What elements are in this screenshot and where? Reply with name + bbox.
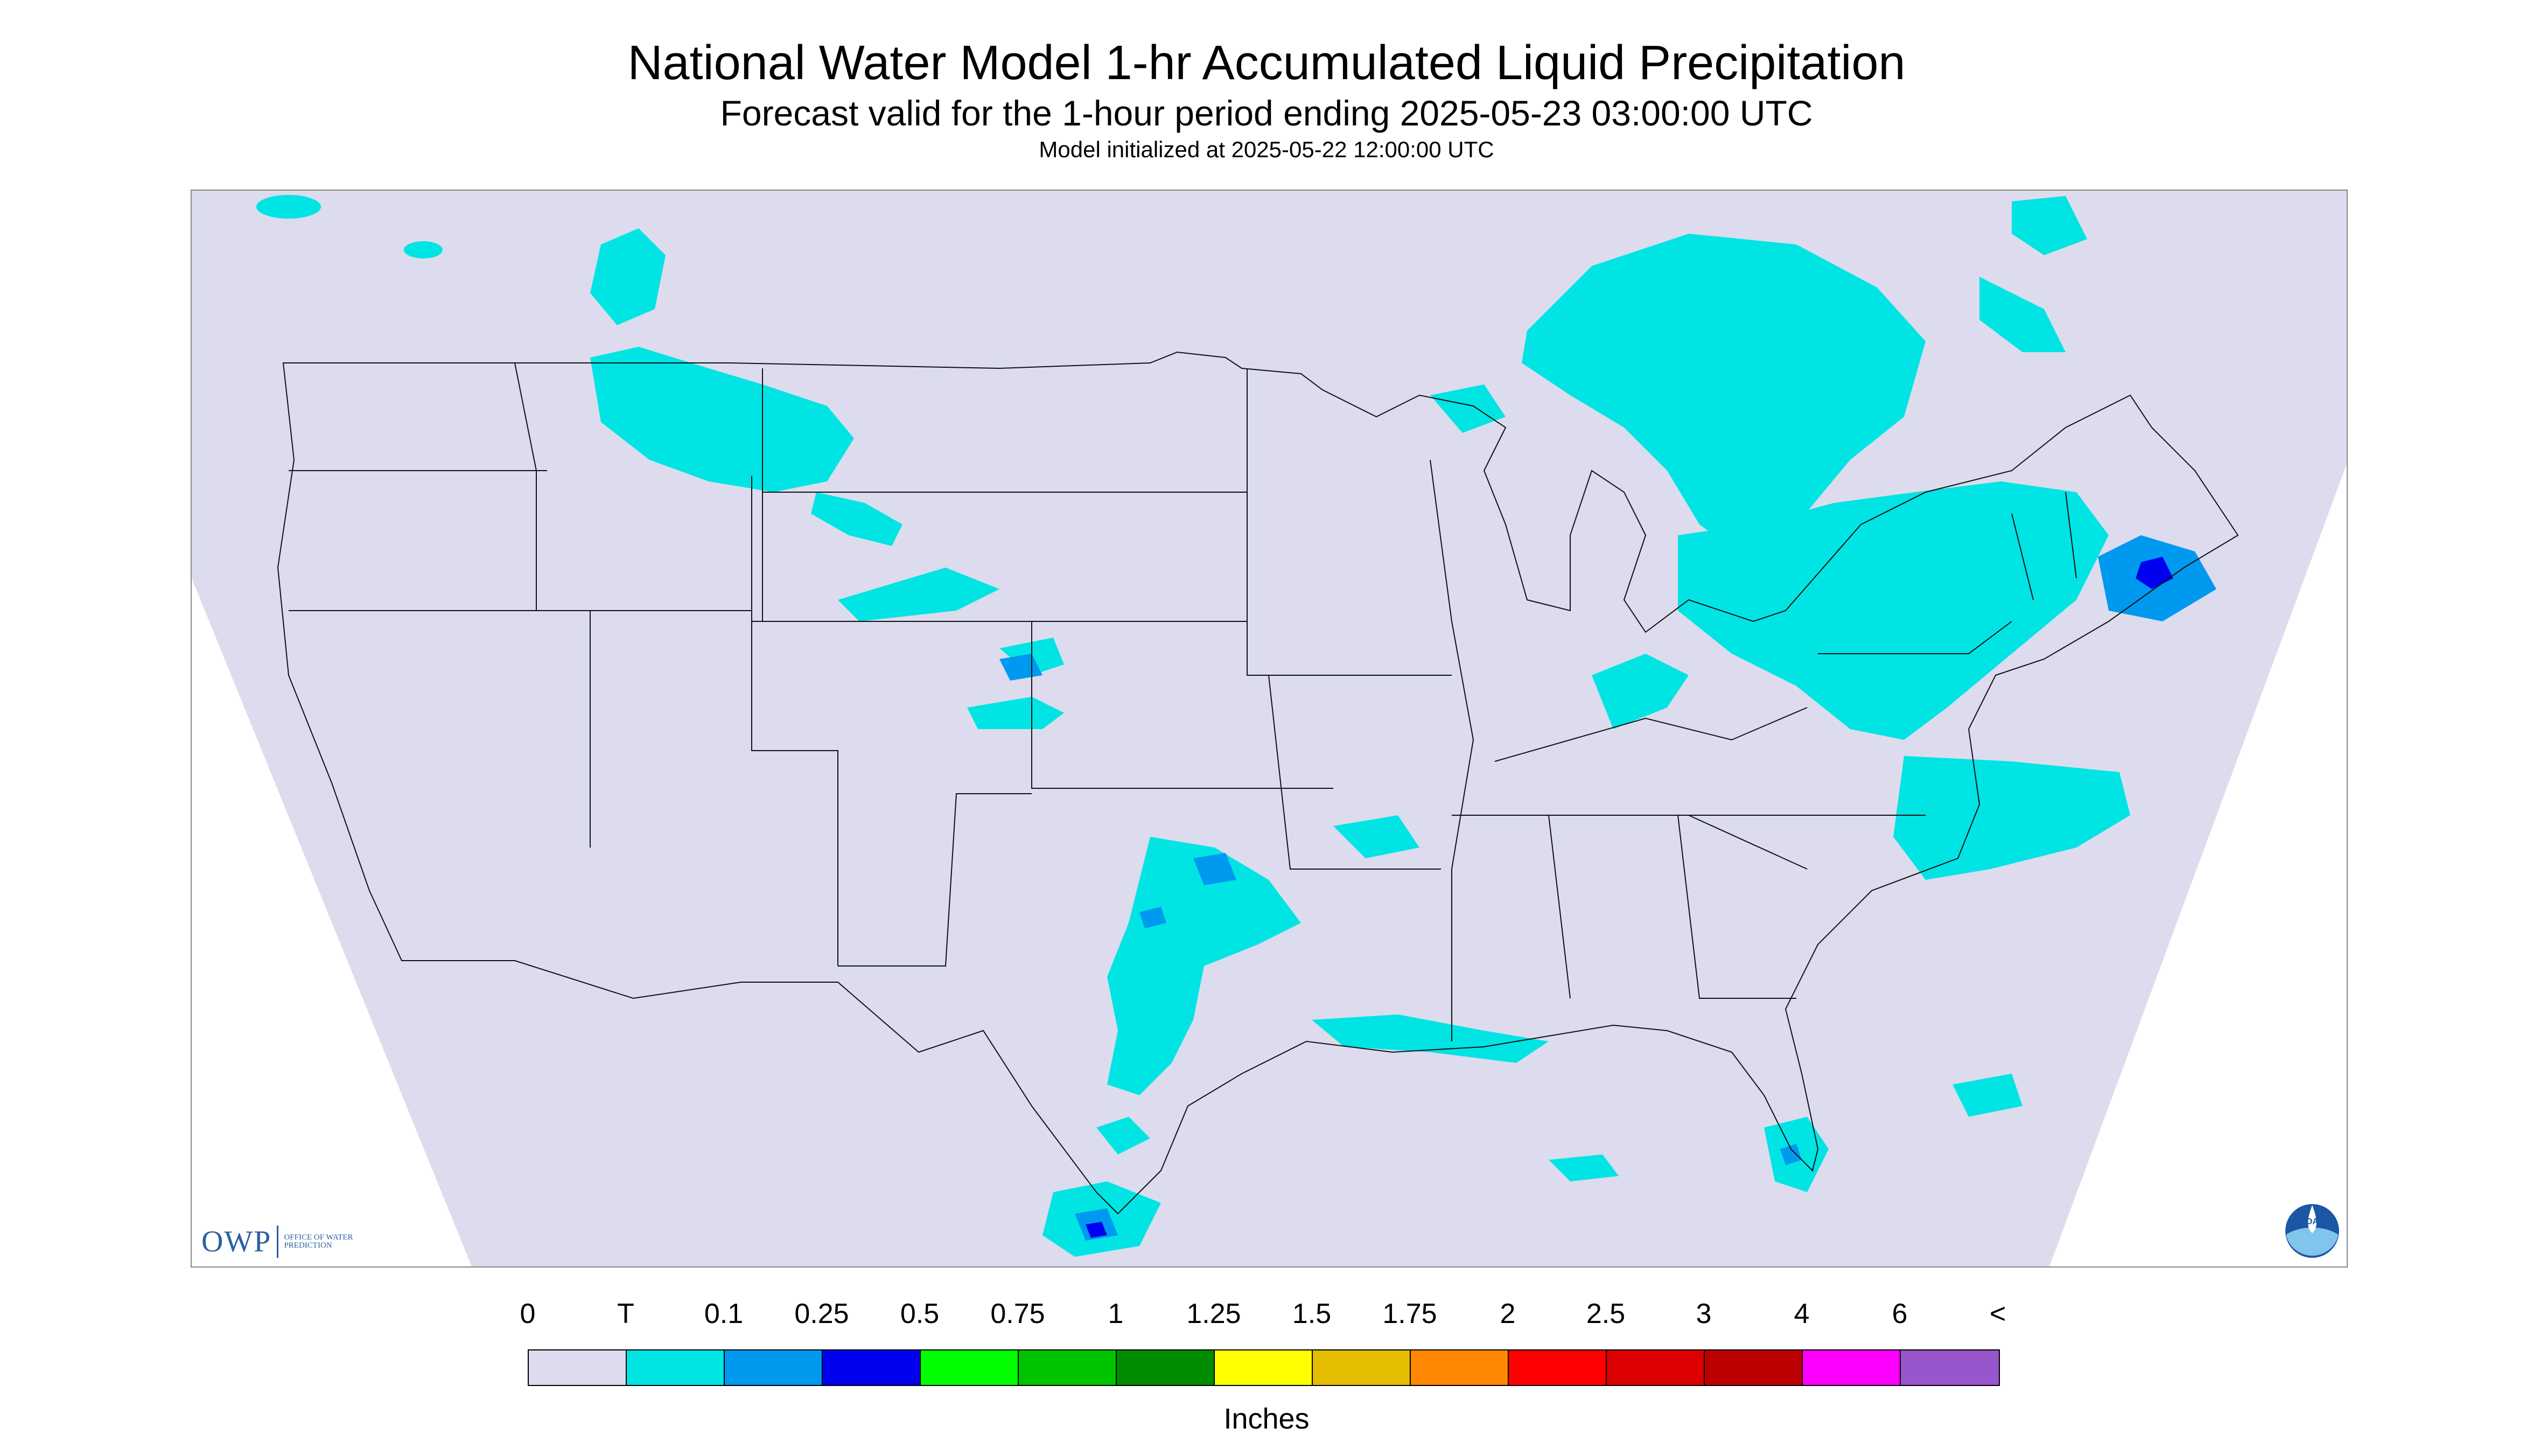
map-canvas (192, 191, 2347, 1266)
border-alabama-georgia (1548, 815, 1796, 999)
precip-area-wisconsin (1430, 384, 1506, 433)
border-pa-ny (1818, 621, 2012, 654)
legend-swatch-7 (1215, 1350, 1313, 1385)
owp-logo: OWP OFFICE OF WATER PREDICTION (201, 1224, 354, 1259)
precipitation-map: OWP OFFICE OF WATER PREDICTION NOAA (191, 190, 2348, 1268)
map-subtitle: Forecast valid for the 1-hour period end… (720, 93, 1813, 133)
legend-tick-label-3: 0.25 (794, 1298, 849, 1329)
precip-area-southern-new-england-0.25 (2136, 557, 2173, 589)
precip-area-gulf-of-mexico (1549, 1154, 1619, 1181)
legend-swatch-14 (1901, 1350, 1999, 1385)
precip-area-great-lakes (1522, 234, 1926, 557)
legend-swatch-4 (921, 1350, 1019, 1385)
precip-area-mexico-north (1096, 1117, 1150, 1154)
precip-area-montana-plains (811, 492, 902, 546)
precip-area-indiana-ohio (1592, 654, 1689, 729)
border-utah-colorado (751, 476, 838, 966)
legend-tick-label-10: 2 (1500, 1298, 1516, 1329)
precip-area-gulf-coast (1312, 1014, 1549, 1063)
map-title: National Water Model 1-hr Accumulated Li… (627, 36, 1906, 90)
precip-area-texas-0.1 (1193, 853, 1236, 885)
owp-logo-letters: OWP (201, 1225, 272, 1258)
legend-tick-label-1: T (617, 1298, 634, 1329)
legend-tick-label-9: 1.75 (1382, 1298, 1437, 1329)
precip-0.25-areas (1086, 557, 2173, 1238)
precip-area-mid-atlantic-offshore (1893, 756, 2130, 880)
legend-swatch-13 (1803, 1350, 1901, 1385)
precip-area-northeast (1678, 481, 2109, 740)
legend-swatch-8 (1313, 1350, 1411, 1385)
border-dakotas (762, 368, 1247, 621)
precip-area-alberta (590, 228, 666, 325)
legend-swatch-10 (1509, 1350, 1607, 1385)
legend-tick-label-13: 4 (1794, 1298, 1810, 1329)
owp-logo-subtext: OFFICE OF WATER PREDICTION (284, 1233, 353, 1250)
precip-area-texas-oklahoma (1107, 837, 1301, 1095)
noaa-logo-text: NOAA (2300, 1217, 2325, 1227)
model-init-line: Model initialized at 2025-05-22 12:00:00… (1039, 137, 1494, 162)
precip-area-ontario-east (1979, 277, 2066, 352)
precip-area-arkansas (1333, 815, 1419, 858)
precip-area-quebec (2012, 196, 2087, 255)
precip-area-bc-north (256, 195, 321, 219)
border-idaho-montana (514, 362, 537, 611)
legend-tick-label-5: 0.75 (990, 1298, 1045, 1329)
legend-tick-label-11: 2.5 (1586, 1298, 1626, 1329)
legend-tick-label-8: 1.5 (1292, 1298, 1332, 1329)
legend-tick-label-14: 6 (1892, 1298, 1908, 1329)
precip-area-kansas (967, 697, 1064, 729)
legend-swatch-0 (529, 1350, 627, 1385)
legend-swatch-3 (823, 1350, 921, 1385)
legend-swatch-1 (627, 1350, 725, 1385)
owp-logo-divider (277, 1226, 279, 1258)
legend-tick-label-12: 3 (1696, 1298, 1712, 1329)
legend-tick-label-4: 0.5 (900, 1298, 940, 1329)
border-carolinas (1688, 815, 1926, 870)
legend-swatch-11 (1607, 1350, 1705, 1385)
state-boundaries (277, 351, 2239, 1215)
precip-area-texas-panhandle-0.1 (1139, 907, 1166, 928)
precip-trace-areas (256, 195, 2130, 1257)
legend-swatch-5 (1019, 1350, 1117, 1385)
precip-area-mexico-0.25 (1086, 1222, 1107, 1238)
legend-swatch-12 (1705, 1350, 1803, 1385)
legend-tick-labels: 0 T 0.1 0.25 0.5 0.75 1 1.25 1.5 1.75 2 2.5 3 4 6 < (0, 1298, 2533, 1335)
noaa-logo: NOAA (2285, 1204, 2339, 1258)
legend-tick-label-0: 0 (520, 1298, 536, 1329)
precip-area-florida-0.1 (1780, 1144, 1802, 1165)
legend-tick-label-7: 1.25 (1186, 1298, 1241, 1329)
legend-tick-label-6: 1 (1108, 1298, 1124, 1329)
us-outline (277, 351, 2239, 1215)
precip-area-bc-south (404, 241, 443, 258)
precip-area-idaho-montana (590, 347, 854, 492)
border-mississippi-river (1430, 459, 1474, 1041)
legend-tick-label-2: 0.1 (704, 1298, 744, 1329)
border-kansas-oklahoma (1031, 621, 1333, 789)
border-minnesota-iowa (1247, 368, 1452, 676)
precip-area-colorado-band (838, 568, 999, 621)
border-new-england (2011, 492, 2077, 600)
precip-area-atlantic-south (1953, 1074, 2023, 1117)
legend-swatch-2 (725, 1350, 823, 1385)
legend-swatch-9 (1411, 1350, 1509, 1385)
border-ohio-river (1494, 707, 1808, 762)
legend-swatch-6 (1117, 1350, 1215, 1385)
border-nm-tx (838, 793, 1032, 967)
legend-units: Inches (1223, 1403, 1310, 1435)
legend-color-bar (528, 1349, 2000, 1386)
border-missouri (1268, 675, 1441, 870)
legend-tick-label-15: < (1989, 1298, 2006, 1329)
